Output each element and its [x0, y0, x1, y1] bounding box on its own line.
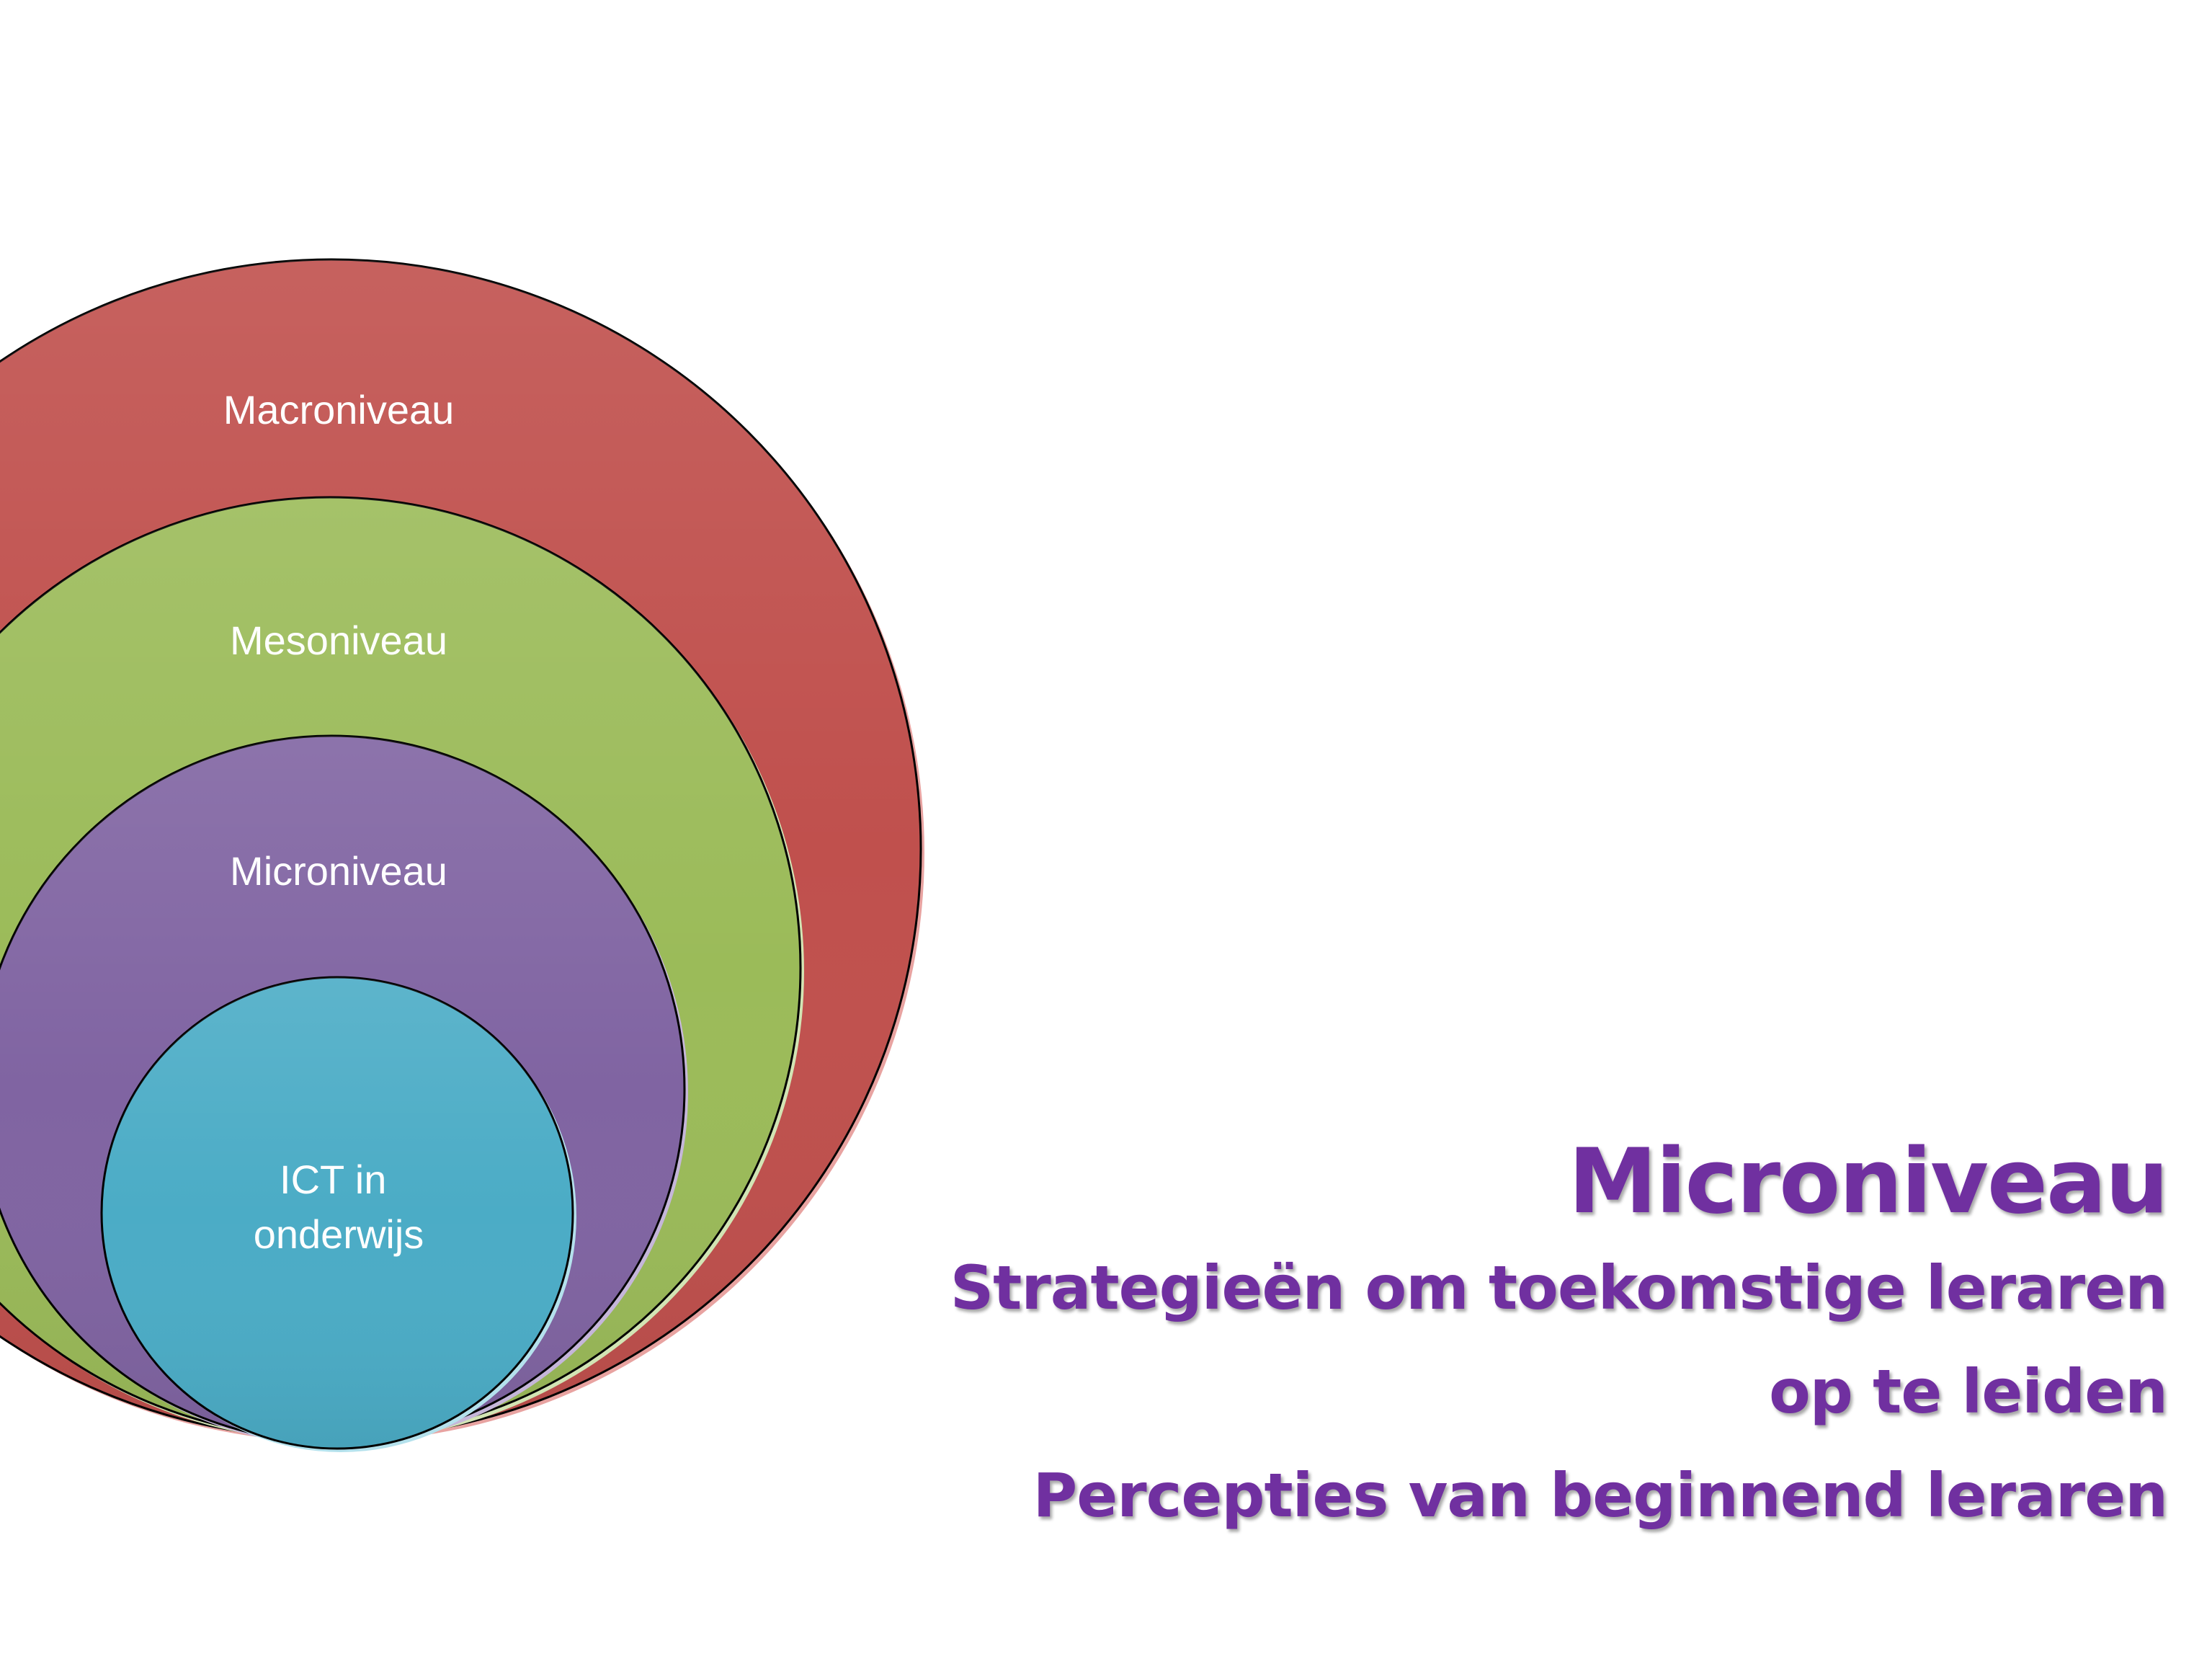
- slide-subtitle-line-3: Percepties van beginnend leraren: [1033, 1460, 2168, 1531]
- ring-macroniveau-label: Macroniveau: [223, 387, 455, 432]
- ring-microniveau-label: Microniveau: [230, 848, 447, 894]
- ring-ict-label-line-2: onderwijs: [254, 1211, 424, 1257]
- slide-subtitle-line-1: Strategieën om toekomstige leraren: [950, 1253, 2168, 1323]
- ring-mesoniveau-label: Mesoniveau: [230, 618, 447, 663]
- ring-ict-in-onderwijs-label: ICT in onderwijs: [254, 1157, 424, 1257]
- ring-ict-label-line-1: ICT in: [280, 1157, 386, 1202]
- ring-ict-in-onderwijs: ICT in onderwijs: [100, 976, 576, 1452]
- slide-subtitle-line-2: op te leiden: [1769, 1356, 2168, 1427]
- slide-title-block: Microniveau Strategieën om toekomstige l…: [726, 1128, 2169, 1547]
- slide-title: Microniveau: [1568, 1130, 2169, 1234]
